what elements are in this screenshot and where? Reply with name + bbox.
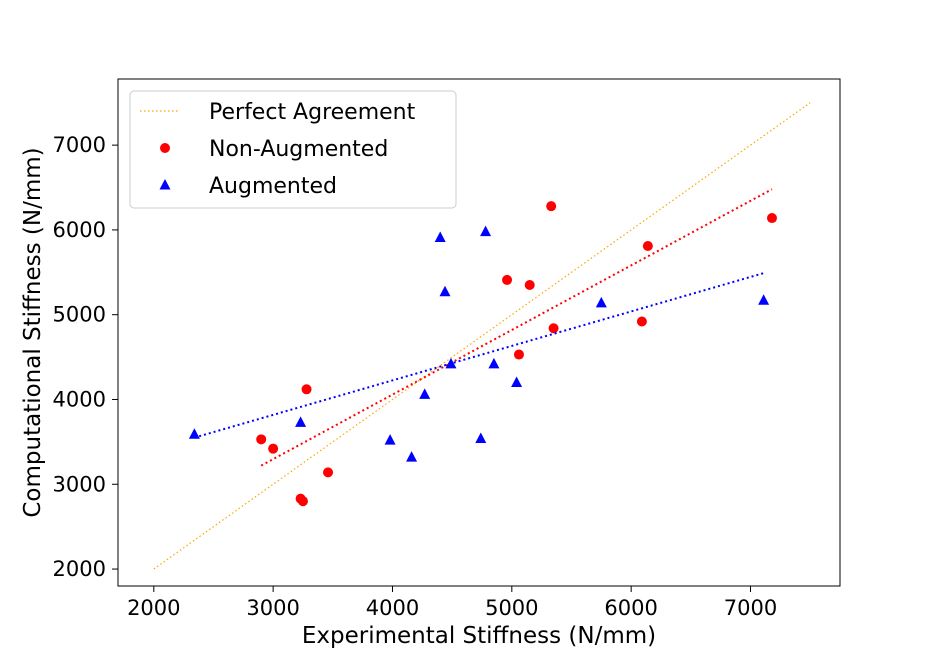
augmented-point bbox=[188, 428, 200, 439]
augmented-point bbox=[480, 225, 492, 237]
augmented-point bbox=[595, 296, 607, 308]
plot-area bbox=[153, 102, 811, 570]
augmented-point bbox=[475, 432, 487, 443]
axes-frame bbox=[117, 78, 841, 587]
non-augmented-point bbox=[502, 274, 513, 285]
legend-label: Augmented bbox=[209, 174, 337, 199]
augmented-point bbox=[419, 388, 431, 399]
non-augmented-trend-line bbox=[260, 188, 773, 467]
legend-box bbox=[129, 90, 457, 209]
non-augmented-point bbox=[323, 467, 334, 478]
legend-triangle-marker bbox=[159, 179, 171, 190]
y-tick-label: 6000 bbox=[53, 218, 106, 242]
legend-circle-marker bbox=[160, 143, 170, 153]
augmented-point bbox=[295, 416, 307, 427]
legend-label: Non-Augmented bbox=[209, 137, 388, 162]
non-augmented-point bbox=[297, 496, 308, 507]
non-augmented-point bbox=[268, 443, 279, 454]
x-tick-label: 3000 bbox=[246, 596, 299, 620]
augmented-point bbox=[488, 357, 500, 369]
legend: Perfect Agreement Non-Augmented Augmented bbox=[129, 90, 457, 209]
y-tick-label: 5000 bbox=[53, 303, 106, 327]
y-tick-label: 3000 bbox=[53, 472, 106, 496]
y-tick-label: 2000 bbox=[53, 557, 106, 581]
non-augmented-point bbox=[636, 316, 647, 327]
x-tick-label: 4000 bbox=[366, 596, 419, 620]
augmented-point bbox=[434, 231, 446, 243]
y-tick-label: 4000 bbox=[53, 387, 106, 411]
x-tick-label: 7000 bbox=[724, 596, 777, 620]
augmented-point bbox=[445, 357, 457, 369]
x-tick-label: 6000 bbox=[604, 596, 657, 620]
augmented-point bbox=[384, 434, 396, 445]
y-tick-label: 7000 bbox=[53, 133, 106, 157]
augmented-trend-line bbox=[194, 272, 764, 439]
non-augmented-point bbox=[256, 434, 267, 445]
y-axis: 2000 3000 4000 5000 6000 7000 bbox=[53, 133, 118, 581]
augmented-point bbox=[511, 376, 523, 388]
non-augmented-point bbox=[642, 241, 653, 252]
augmented-point bbox=[406, 451, 418, 462]
x-tick-label: 2000 bbox=[127, 596, 180, 620]
x-tick-label: 5000 bbox=[485, 596, 538, 620]
legend-label: Perfect Agreement bbox=[209, 100, 416, 125]
non-augmented-point bbox=[524, 280, 535, 291]
non-augmented-point bbox=[546, 201, 557, 212]
non-augmented-point bbox=[766, 213, 777, 224]
non-augmented-point bbox=[301, 384, 312, 395]
non-augmented-point bbox=[548, 323, 559, 334]
augmented-point bbox=[758, 294, 770, 305]
x-axis: 2000 3000 4000 5000 6000 7000 bbox=[127, 586, 777, 620]
non-augmented-point bbox=[513, 349, 524, 360]
x-axis-label: Experimental Stiffness (N/mm) bbox=[302, 623, 656, 649]
augmented-point bbox=[439, 285, 451, 297]
y-axis-label: Computational Stiffness (N/mm) bbox=[20, 147, 46, 517]
